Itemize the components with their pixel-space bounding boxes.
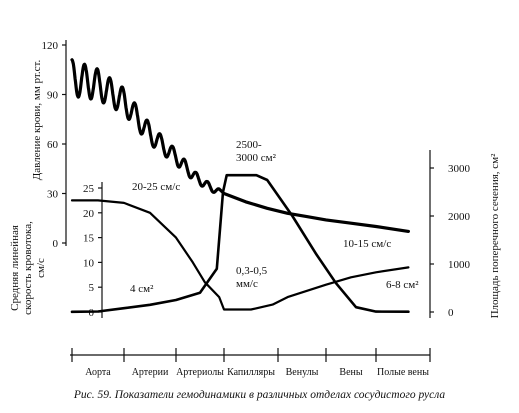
segment-label: Капилляры (227, 367, 275, 378)
segment-label: Артериолы (176, 367, 224, 378)
segment-label: Вены (339, 367, 362, 378)
pressure-curve (70, 58, 410, 233)
velocity-tick-label: 5 (89, 282, 95, 294)
area-axis-label: Площадь поперечного сечения, см² (489, 153, 501, 319)
velocity-axis-label: скорость кровотока, (22, 221, 34, 315)
pressure-axis-label: Давление крови, мм рт.ст. (31, 60, 43, 181)
area-tick-label: 0 (448, 307, 454, 319)
annotation-label: 2500- (236, 139, 262, 151)
annotation-label: 10-15 см/с (343, 238, 391, 250)
annotation-label: 20-25 см/с (132, 181, 180, 193)
cross-section-area-curve (70, 173, 410, 314)
pressure-tick-label: 30 (47, 189, 59, 201)
annotation-label: мм/с (236, 278, 258, 290)
velocity-tick-label: 0 (89, 307, 95, 319)
velocity-tick-label: 20 (83, 208, 95, 220)
figure-caption: Рис. 59. Показатели гемодинамики в разли… (73, 389, 446, 401)
pressure-tick-label: 120 (42, 40, 59, 52)
pressure-tick-label: 90 (47, 90, 59, 102)
velocity-axis-label: Средняя линейная (9, 225, 21, 311)
velocity-axis-label: см/с (35, 258, 47, 278)
segment-label: Венулы (286, 367, 319, 378)
pressure-tick-label: 60 (47, 139, 59, 151)
segment-label: Аорта (85, 367, 111, 378)
velocity-tick-label: 15 (83, 233, 95, 245)
velocity-tick-label: 25 (83, 183, 95, 195)
segment-label: Артерии (132, 367, 169, 378)
area-tick-label: 3000 (448, 163, 471, 175)
annotation-label: 6-8 см² (386, 279, 419, 291)
segment-label: Полые вены (377, 367, 429, 378)
velocity-curve (70, 199, 410, 311)
annotation-label: 3000 см² (236, 152, 277, 164)
area-tick-label: 2000 (448, 211, 471, 223)
pressure-tick-label: 0 (53, 238, 59, 250)
velocity-tick-label: 10 (83, 257, 95, 269)
annotation-label: 0,3-0,5 (236, 265, 268, 277)
area-tick-label: 1000 (448, 259, 471, 271)
annotation-label: 4 см² (130, 283, 154, 295)
